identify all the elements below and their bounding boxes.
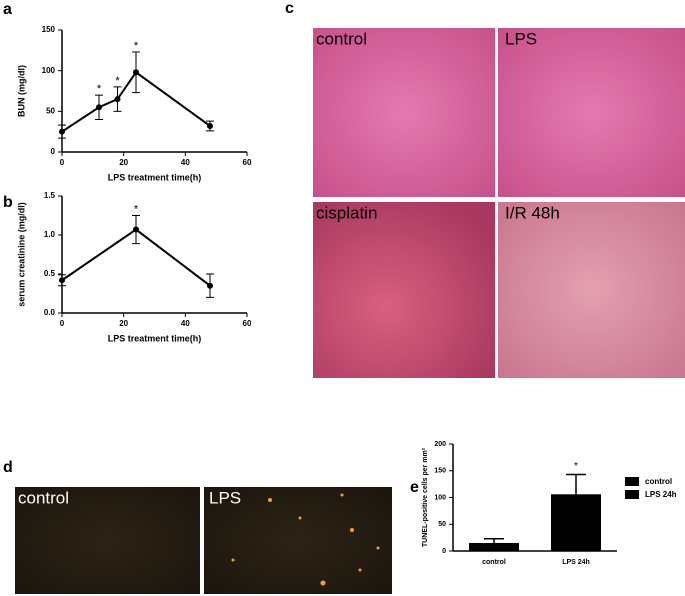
x-tick-label: 0 — [60, 319, 65, 328]
micrograph-label: control — [18, 488, 69, 507]
y-tick-label: 50 — [438, 521, 446, 528]
significance: * — [115, 75, 120, 87]
y-axis-label: serum creatinine (mg/dl) — [16, 202, 26, 307]
legend-swatch — [625, 490, 639, 499]
x-tick-label: LPS 24h — [562, 559, 590, 566]
y-tick-label: 0.0 — [44, 308, 56, 317]
y-axis-label: TUNEL-positive cells per mm² — [422, 447, 429, 547]
fluorescent-spots — [231, 493, 380, 586]
panel-label: b — [3, 194, 13, 211]
significance: * — [134, 203, 139, 215]
y-axis-label: BUN (mg/dl) — [16, 65, 26, 117]
y-tick-label: 200 — [434, 441, 446, 448]
y-tick-label: 1.5 — [44, 191, 56, 200]
micrograph — [313, 202, 495, 378]
data-point — [59, 128, 65, 135]
y-tick-label: 0 — [442, 548, 446, 555]
y-tick-label: 150 — [42, 25, 56, 34]
micrograph — [498, 202, 685, 378]
data-point — [133, 69, 139, 76]
data-point — [59, 277, 65, 284]
x-tick-label: 40 — [181, 158, 190, 167]
micrograph-label: LPS — [505, 29, 537, 48]
x-axis-label: LPS treatment time(h) — [108, 333, 202, 343]
x-tick-label: 60 — [243, 158, 252, 167]
significance: * — [574, 461, 578, 472]
y-tick-label: 1.0 — [44, 230, 56, 239]
data-point — [96, 104, 102, 111]
panel-label: c — [285, 0, 294, 17]
panel-label: a — [3, 1, 12, 18]
y-tick-label: 50 — [46, 106, 55, 115]
legend-label: LPS 24h — [645, 490, 677, 499]
error-bar — [484, 537, 504, 543]
micrograph-label: cisplatin — [316, 203, 377, 222]
y-tick-label: 0.5 — [44, 269, 56, 278]
data-point — [133, 226, 139, 233]
significance: * — [97, 83, 102, 95]
data-point — [207, 282, 213, 289]
significance: * — [134, 40, 139, 52]
y-tick-label: 100 — [42, 66, 56, 75]
data-point — [207, 122, 213, 129]
x-tick-label: 20 — [119, 158, 128, 167]
x-tick-label: 20 — [119, 319, 128, 328]
micrograph — [204, 487, 392, 594]
y-tick-label: 150 — [434, 468, 446, 475]
legend-label: control — [645, 477, 672, 486]
x-tick-label: 60 — [243, 319, 252, 328]
data-point — [114, 96, 121, 103]
micrograph — [15, 487, 200, 594]
micrograph — [313, 28, 495, 197]
panel-label: d — [3, 459, 13, 476]
y-tick-label: 0 — [51, 147, 56, 156]
micrograph-label: I/R 48h — [505, 203, 560, 222]
micrograph — [498, 28, 685, 197]
x-tick-label: 40 — [181, 319, 190, 328]
bar — [551, 494, 601, 551]
bar — [469, 542, 519, 551]
y-tick-label: 100 — [434, 494, 446, 501]
legend-swatch — [625, 477, 639, 486]
x-axis-label: LPS treatment time(h) — [108, 172, 202, 182]
micrograph-label: control — [316, 29, 367, 48]
panel-label: e — [410, 479, 419, 496]
x-tick-label: control — [482, 559, 506, 566]
error-bar — [566, 473, 586, 495]
x-tick-label: 0 — [60, 158, 65, 167]
micrograph-label: LPS — [209, 488, 241, 507]
